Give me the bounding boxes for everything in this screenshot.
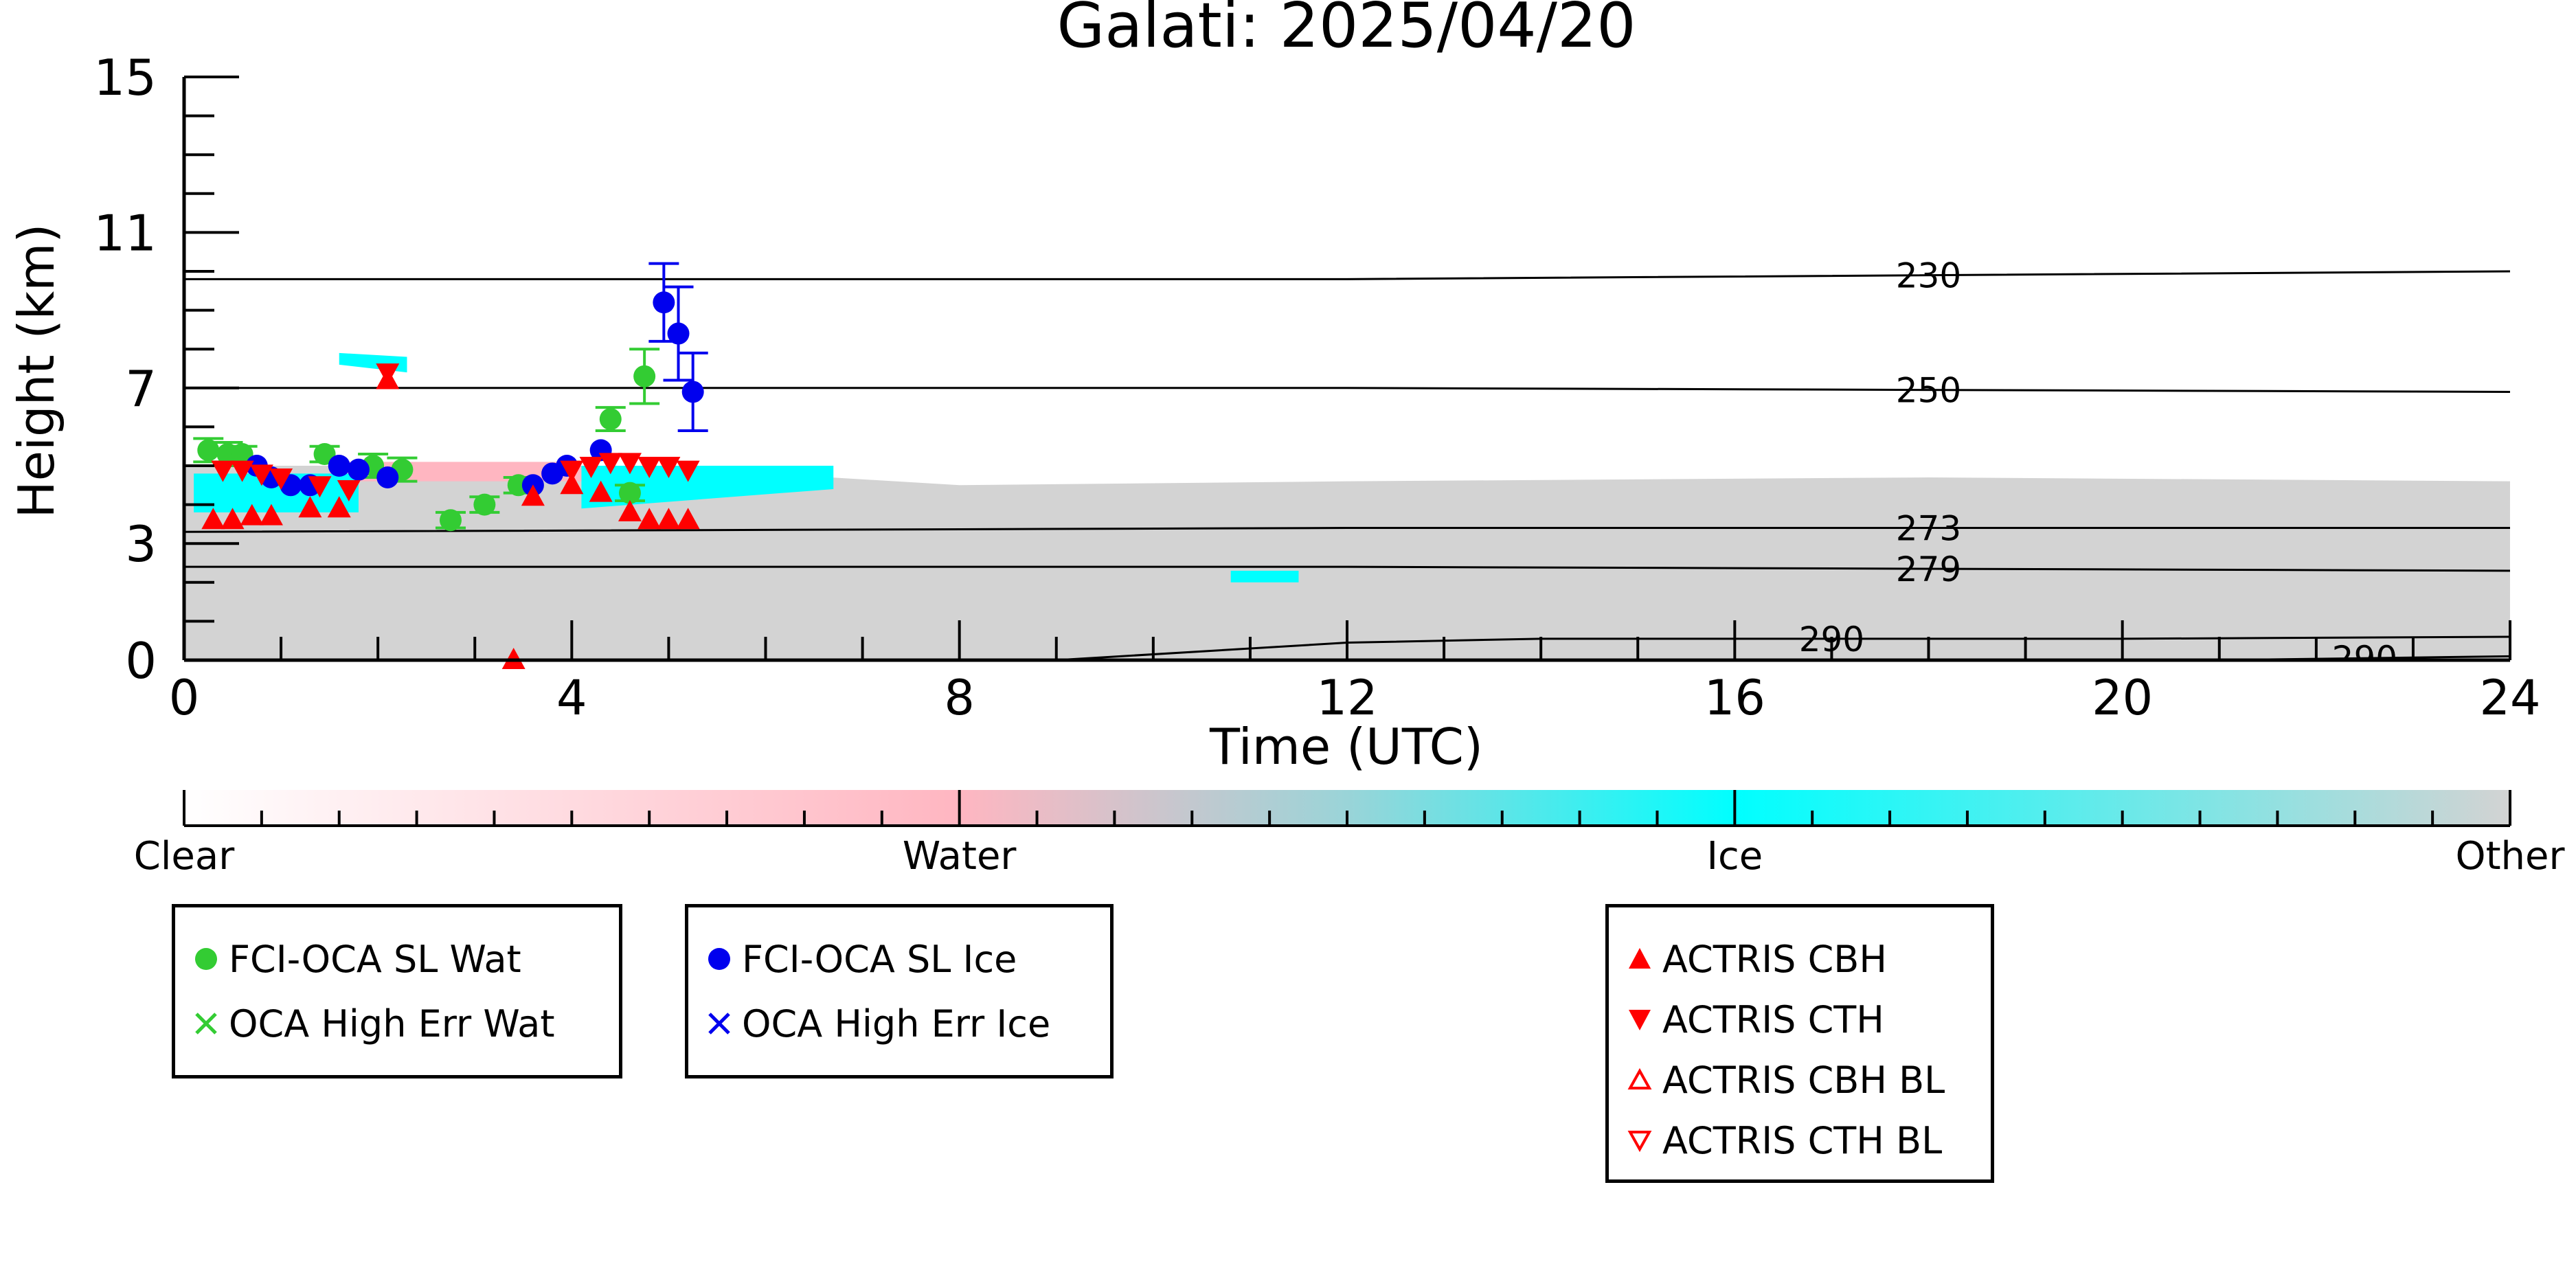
- data-point: [598, 453, 622, 475]
- contour-line: [184, 387, 2510, 393]
- colorbar-label: Other: [2455, 834, 2565, 879]
- contour-label: 290: [2332, 639, 2397, 679]
- cloud-region-other: [184, 466, 2510, 660]
- contour-line: [184, 270, 2510, 280]
- red-triangle-up-icon: [1623, 942, 1657, 976]
- data-point: [439, 509, 462, 532]
- data-point: [681, 381, 704, 403]
- red-triangle-up-outline-icon: [1623, 1063, 1657, 1097]
- data-markers: [193, 262, 708, 669]
- green-circle-icon: [189, 942, 223, 976]
- data-point: [676, 508, 700, 530]
- legend-ice: FCI-OCA SL Ice OCA High Err Ice: [685, 904, 1114, 1078]
- y-tick-label: 11: [93, 204, 157, 262]
- red-triangle-down-outline-icon: [1623, 1123, 1657, 1157]
- colorbar-label: Ice: [1706, 834, 1763, 879]
- x-axis-label: Time (UTC): [1209, 718, 1483, 776]
- cloud-region-ice: [339, 352, 407, 373]
- x-tick-label: 24: [2479, 670, 2540, 726]
- legend-label: ACTRIS CBH BL: [1662, 1058, 1945, 1102]
- data-point: [230, 460, 254, 482]
- data-point: [657, 508, 681, 530]
- legend-label: ACTRIS CBH: [1662, 937, 1887, 981]
- cloud-phase-regions: [184, 352, 2510, 660]
- cloud-region-ice: [581, 466, 834, 509]
- data-point: [249, 464, 273, 486]
- colorbar-ticks: Clear Water Ice Other: [134, 790, 2565, 879]
- blue-x-icon: [702, 1006, 736, 1041]
- data-point: [521, 484, 545, 506]
- data-point: [589, 480, 613, 502]
- y-tick-label: 15: [93, 49, 157, 106]
- x-tick-label: 4: [556, 670, 587, 726]
- legend-water: FCI-OCA SL Wat OCA High Err Wat: [172, 904, 622, 1078]
- data-point: [197, 439, 220, 462]
- legend-label: ACTRIS CTH: [1662, 997, 1884, 1041]
- data-point: [201, 508, 225, 530]
- data-point: [327, 496, 351, 518]
- legend-label: OCA High Err Ice: [742, 1002, 1051, 1046]
- data-point: [560, 460, 584, 482]
- data-point: [337, 479, 361, 501]
- data-point: [667, 322, 690, 345]
- contour-label: 273: [1896, 509, 1961, 549]
- x-tick-label: 20: [2092, 670, 2153, 726]
- data-point: [221, 508, 245, 530]
- data-point: [308, 476, 332, 498]
- data-point: [633, 365, 656, 387]
- contour-label: 230: [1896, 256, 1961, 296]
- data-point: [376, 363, 400, 385]
- data-point: [618, 453, 642, 475]
- colorbar-label: Clear: [134, 834, 235, 879]
- y-axis-label: Height (km): [8, 224, 65, 519]
- data-point: [240, 504, 264, 526]
- data-point: [657, 457, 681, 478]
- axis-ticks: 0 4 8 12 16 20 24 0 3 7 11 15: [93, 49, 2540, 726]
- data-point: [473, 493, 496, 516]
- data-point: [347, 458, 370, 481]
- legend-label: OCA High Err Wat: [229, 1002, 555, 1046]
- blue-circle-icon: [702, 942, 736, 976]
- legend-actris: ACTRIS CBH ACTRIS CTH ACTRIS CBH BL ACTR…: [1605, 904, 1994, 1183]
- contour-line: [184, 527, 2510, 533]
- data-point: [637, 508, 662, 530]
- contour-label: 279: [1896, 550, 1961, 589]
- data-point: [653, 291, 675, 314]
- data-point: [328, 455, 350, 477]
- contour-line: [184, 565, 2510, 572]
- legend-label: FCI-OCA SL Ice: [742, 937, 1017, 981]
- green-x-icon: [189, 1006, 223, 1041]
- data-point: [579, 457, 603, 478]
- x-tick-label: 16: [1704, 670, 1765, 726]
- data-point: [618, 482, 641, 504]
- contour-label: 250: [1896, 371, 1961, 411]
- red-triangle-down-icon: [1623, 1002, 1657, 1037]
- data-point: [376, 466, 399, 488]
- data-point: [599, 408, 622, 431]
- legend-label: FCI-OCA SL Wat: [229, 937, 521, 981]
- data-point: [637, 457, 662, 478]
- cloud-region-ice: [1230, 570, 1299, 583]
- y-tick-label: 3: [125, 515, 157, 573]
- x-tick-label: 12: [1316, 670, 1377, 726]
- y-tick-label: 7: [125, 360, 157, 418]
- data-point: [618, 499, 642, 521]
- x-tick-label: 0: [169, 670, 200, 726]
- data-point: [298, 496, 322, 518]
- colorbar-label: Water: [903, 834, 1017, 879]
- data-point: [269, 468, 293, 490]
- data-point: [560, 473, 584, 495]
- chart-title: Galati: 2025/04/20: [1057, 0, 1636, 62]
- data-point: [676, 460, 700, 482]
- data-point: [211, 460, 235, 482]
- x-tick-label: 8: [944, 670, 975, 726]
- data-point: [259, 504, 283, 526]
- legend-label: ACTRIS CTH BL: [1662, 1118, 1943, 1162]
- y-tick-label: 0: [125, 632, 157, 690]
